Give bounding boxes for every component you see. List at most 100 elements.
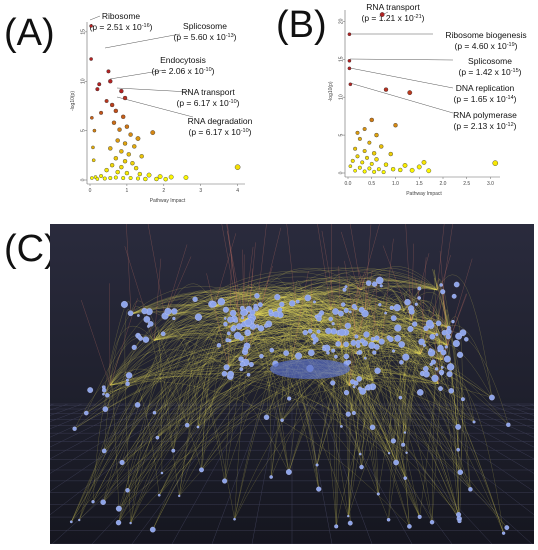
network-edge	[341, 231, 366, 312]
network-node	[331, 322, 335, 326]
x-tick-label: 3	[199, 188, 202, 194]
network-node	[350, 340, 357, 346]
network-node	[443, 355, 451, 363]
network-node	[326, 351, 330, 355]
network-edge	[226, 312, 245, 343]
network-edge	[330, 224, 332, 310]
network-edge	[107, 323, 437, 396]
network-node	[216, 343, 222, 348]
annotation-pvalue: (p = 2.13 x 10-12)	[453, 121, 516, 131]
network-edge	[109, 308, 322, 386]
network-node	[429, 519, 435, 525]
network-edge	[442, 309, 449, 360]
network-edge	[443, 300, 449, 328]
grid-line	[403, 403, 534, 492]
data-point	[347, 32, 352, 37]
grid-line	[211, 403, 265, 544]
network-edge	[349, 270, 373, 386]
network-node	[227, 370, 235, 378]
network-node	[199, 467, 204, 473]
network-node	[446, 371, 453, 378]
network-node	[254, 293, 260, 299]
data-point	[119, 149, 124, 154]
grid-line	[50, 403, 111, 430]
data-point	[388, 151, 393, 157]
data-point	[426, 168, 432, 174]
network-node	[72, 426, 77, 431]
network-node	[331, 348, 336, 353]
data-point	[163, 177, 168, 182]
network-node	[157, 493, 161, 497]
grid-line	[445, 403, 534, 448]
network-node	[147, 321, 154, 327]
annotation-leader-line	[116, 87, 191, 93]
data-point	[113, 156, 119, 161]
network-node	[359, 387, 367, 395]
data-point	[390, 167, 396, 172]
network-node	[405, 451, 408, 454]
network-node	[315, 463, 319, 467]
network-node	[456, 512, 462, 518]
y-tick-label: 10	[339, 94, 345, 100]
network-node	[451, 293, 457, 299]
network-edge	[71, 332, 437, 522]
data-point	[113, 108, 119, 114]
y-tick-label: 20	[339, 18, 345, 24]
network-node	[351, 410, 356, 415]
x-tick-label: 1.0	[392, 181, 399, 187]
grid-line	[91, 403, 223, 544]
network-node	[429, 333, 436, 340]
data-point	[133, 165, 139, 171]
network-node	[136, 334, 142, 340]
network-node	[418, 338, 425, 346]
network-node	[127, 310, 134, 317]
grid-line	[305, 403, 333, 544]
network-node	[245, 305, 252, 312]
network-node	[91, 500, 95, 504]
data-point	[367, 166, 372, 171]
grid-line	[473, 403, 534, 430]
data-point	[146, 172, 152, 178]
data-point	[90, 176, 94, 180]
annotation-pvalue: (p = 4.60 x 10-19)	[454, 41, 517, 51]
network-node	[102, 392, 105, 396]
network-node	[408, 308, 415, 315]
annotation-pvalue: (p = 1.42 x 10-15)	[458, 67, 521, 77]
network-node	[172, 316, 176, 321]
network-edge	[118, 358, 245, 523]
network-node	[388, 336, 394, 342]
data-point	[117, 127, 122, 132]
data-point	[381, 170, 386, 175]
network-edge	[164, 267, 438, 317]
network-edge	[154, 258, 162, 341]
network-edge	[164, 296, 373, 343]
network-node	[160, 331, 166, 337]
grid-line	[171, 403, 251, 544]
network-node	[390, 315, 397, 322]
network-node	[468, 487, 473, 492]
data-point	[91, 145, 95, 150]
network-node	[131, 344, 137, 350]
network-node	[233, 331, 242, 340]
network-node	[184, 422, 190, 428]
network-node	[257, 325, 265, 332]
data-point	[95, 87, 100, 92]
network-node	[102, 406, 109, 412]
network-node	[227, 316, 234, 323]
network-node	[440, 289, 446, 295]
network-node	[233, 517, 236, 521]
network-node	[369, 424, 376, 431]
data-point	[393, 123, 398, 128]
network-edge	[437, 279, 471, 490]
data-point	[124, 170, 130, 176]
network-node	[359, 464, 364, 470]
network-node	[407, 524, 412, 529]
data-point	[355, 130, 360, 135]
network-node	[192, 296, 198, 302]
network-node	[338, 310, 344, 317]
annotation-leader-line	[349, 82, 454, 114]
network-node	[398, 341, 405, 348]
network-node	[401, 442, 406, 447]
data-point	[102, 176, 107, 181]
network-edge	[255, 295, 292, 360]
